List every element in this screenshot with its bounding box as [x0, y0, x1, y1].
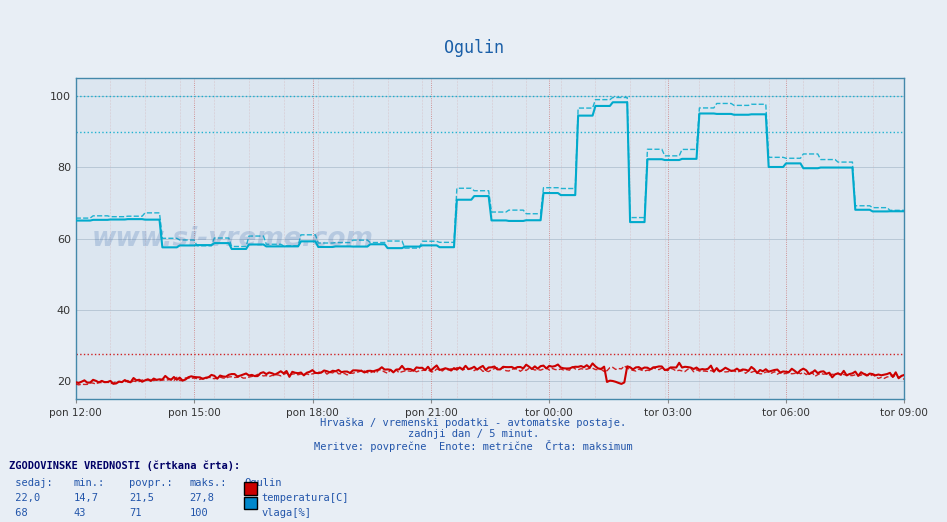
Text: vlaga[%]: vlaga[%] [261, 508, 312, 518]
Text: zadnji dan / 5 minut.: zadnji dan / 5 minut. [408, 429, 539, 439]
Text: 43: 43 [74, 508, 86, 518]
Text: temperatura[C]: temperatura[C] [261, 493, 348, 503]
Text: povpr.:: povpr.: [129, 478, 172, 488]
Text: 21,5: 21,5 [129, 493, 153, 503]
Text: min.:: min.: [74, 478, 105, 488]
Text: 100: 100 [189, 508, 208, 518]
Text: maks.:: maks.: [189, 478, 227, 488]
Text: 22,0: 22,0 [9, 493, 41, 503]
Text: 27,8: 27,8 [189, 493, 214, 503]
Text: Meritve: povprečne  Enote: metrične  Črta: maksimum: Meritve: povprečne Enote: metrične Črta:… [314, 440, 633, 452]
Text: 71: 71 [129, 508, 141, 518]
Text: www.si-vreme.com: www.si-vreme.com [92, 226, 374, 252]
Text: Hrvaška / vremenski podatki - avtomatske postaje.: Hrvaška / vremenski podatki - avtomatske… [320, 418, 627, 428]
Text: 68: 68 [9, 508, 28, 518]
Text: 14,7: 14,7 [74, 493, 98, 503]
Text: Ogulin: Ogulin [244, 478, 282, 488]
Text: sedaj:: sedaj: [9, 478, 53, 488]
Text: Ogulin: Ogulin [443, 39, 504, 57]
Text: ZGODOVINSKE VREDNOSTI (črtkana črta):: ZGODOVINSKE VREDNOSTI (črtkana črta): [9, 460, 241, 471]
